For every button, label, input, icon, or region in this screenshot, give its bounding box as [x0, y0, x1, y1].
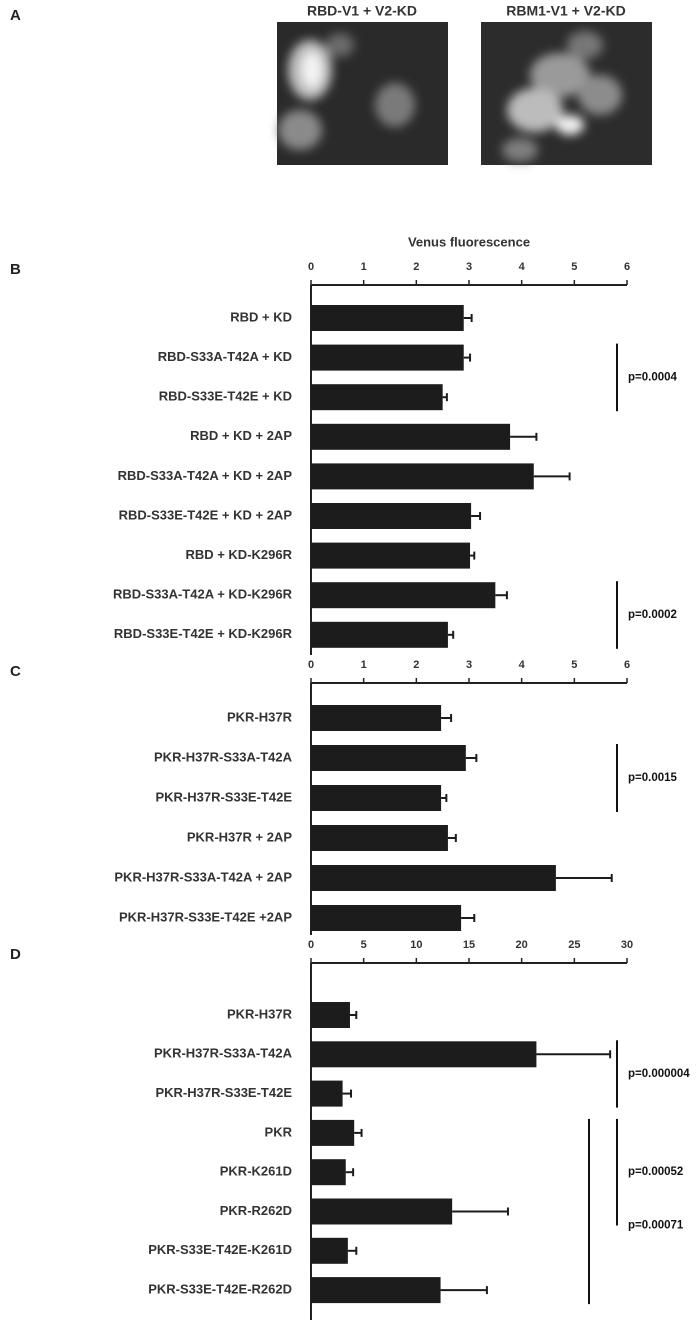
category-label: PKR-R262D [220, 1203, 292, 1218]
x-tick-label: 25 [568, 939, 580, 951]
x-tick-label: 5 [361, 939, 367, 951]
category-label: RBD-S33E-T42E + KD + 2AP [119, 507, 293, 522]
category-label: PKR-H37R [227, 709, 293, 724]
category-label: PKR [265, 1124, 293, 1139]
x-tick-label: 1 [361, 659, 367, 671]
panel-label: D [10, 946, 21, 963]
x-tick-label: 4 [519, 261, 526, 273]
category-label: PKR-H37R-S33E-T42E [155, 789, 292, 804]
category-label: RBD + KD + 2AP [190, 428, 292, 443]
bar [311, 423, 511, 450]
x-tick-label: 0 [308, 261, 314, 273]
category-label: PKR-H37R-S33A-T42A + 2AP [114, 869, 292, 884]
category-label: PKR-S33E-T42E-K261D [148, 1242, 292, 1257]
bar [311, 621, 448, 648]
x-tick-label: 1 [361, 261, 367, 273]
bar [311, 1119, 355, 1146]
bar [311, 825, 448, 851]
x-tick-label: 10 [410, 939, 422, 951]
panel-label: A [10, 7, 21, 24]
category-label: PKR-H37R + 2AP [187, 829, 292, 844]
bar [311, 865, 556, 891]
bar [311, 1237, 348, 1264]
category-label: RBD-S33A-T42A + KD [158, 349, 292, 364]
bar [311, 344, 464, 371]
bar [311, 745, 466, 771]
bar [311, 1198, 453, 1225]
bar [311, 1041, 537, 1068]
x-tick-label: 4 [519, 659, 526, 671]
bar [311, 905, 462, 931]
category-label: PKR-H37R-S33A-T42A [154, 1046, 293, 1061]
micrograph [481, 22, 652, 165]
p-value: p=0.0002 [628, 609, 677, 621]
panel-label: B [10, 261, 21, 278]
x-tick-label: 30 [621, 939, 633, 951]
bar [311, 1159, 346, 1186]
x-tick-label: 3 [466, 261, 472, 273]
category-label: RBD-S33A-T42A + KD + 2AP [118, 468, 293, 483]
p-value: p=0.000004 [628, 1068, 690, 1080]
x-tick-label: 6 [624, 261, 630, 273]
x-tick-label: 15 [463, 939, 475, 951]
panel-label: C [10, 663, 21, 680]
bar [311, 705, 442, 731]
category-label: PKR-H37R-S33E-T42E +2AP [119, 909, 292, 924]
x-tick-label: 2 [413, 261, 419, 273]
p-value: p=0.0015 [628, 772, 678, 784]
bar [311, 542, 471, 569]
p-value: p=0.0004 [628, 371, 678, 383]
image-title: RBD-V1 + V2-KD [307, 3, 417, 19]
x-tick-label: 5 [571, 659, 577, 671]
bar [311, 384, 443, 411]
category-label: PKR-H37R-S33A-T42A [154, 749, 293, 764]
x-tick-label: 0 [308, 939, 314, 951]
bar [311, 1002, 350, 1028]
category-label: PKR-K261D [220, 1164, 292, 1179]
bar [311, 305, 464, 331]
category-label: RBD + KD [230, 309, 292, 324]
category-label: PKR-S33E-T42E-R262D [148, 1282, 292, 1297]
category-label: PKR-H37R-S33E-T42E [155, 1085, 292, 1100]
x-tick-label: 5 [571, 261, 577, 273]
bar [311, 582, 496, 609]
x-tick-label: 0 [308, 659, 314, 671]
image-title: RBM1-V1 + V2-KD [506, 3, 625, 19]
bar [311, 785, 442, 811]
axis-title: Venus fluorescence [408, 234, 530, 249]
bar [311, 463, 534, 490]
p-value: p=0.00071 [628, 1220, 684, 1232]
category-label: RBD-S33A-T42A + KD-K296R [113, 587, 293, 602]
x-tick-label: 6 [624, 659, 630, 671]
bar [311, 1277, 441, 1304]
p-value: p=0.00052 [628, 1166, 683, 1178]
category-label: RBD + KD-K296R [185, 547, 292, 562]
x-tick-label: 2 [413, 659, 419, 671]
bar [311, 1080, 343, 1107]
category-label: PKR-H37R [227, 1006, 293, 1021]
x-tick-label: 20 [516, 939, 528, 951]
category-label: RBD-S33E-T42E + KD [159, 389, 292, 404]
x-tick-label: 3 [466, 659, 472, 671]
bar [311, 503, 472, 529]
category-label: RBD-S33E-T42E + KD-K296R [114, 626, 293, 641]
micrograph [277, 22, 448, 165]
